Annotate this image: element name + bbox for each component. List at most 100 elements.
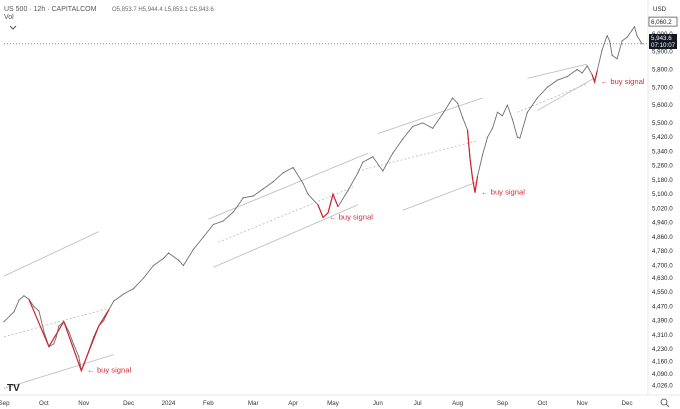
price-point [33, 305, 35, 308]
y-tick-label: 5,340.0 [652, 148, 673, 155]
channel-line [377, 97, 483, 134]
x-tick-label: 2024 [162, 400, 176, 407]
signal-segment [591, 71, 598, 85]
price-point [132, 288, 135, 290]
y-tick-label: 5,900.0 [652, 49, 673, 56]
price-point [616, 58, 618, 60]
channel-line [3, 231, 99, 277]
y-tick-label: 4,940.0 [652, 220, 673, 227]
price-point [232, 211, 234, 213]
tradingview-logo: TV [7, 383, 20, 394]
y-tick-label: 5,420.0 [652, 134, 673, 141]
ohlc-readout: O5,853.7 H5,944.4 L5,853.1 C5,943.6 [112, 7, 214, 13]
price-point [78, 355, 80, 357]
channel-line [402, 181, 478, 211]
price-point [621, 40, 623, 42]
price-point [55, 336, 57, 338]
price-point [611, 54, 613, 56]
y-tick-label: 4,630.0 [652, 275, 673, 282]
price-point [182, 264, 185, 267]
collapse-chevron-icon[interactable] [9, 25, 17, 30]
buy-signal-annotation: ← buy signal [87, 366, 131, 375]
y-tick-label: 4,026.0 [652, 383, 673, 390]
y-tick-label: 5,600.0 [652, 102, 673, 109]
y-tick-label: 4,860.0 [652, 234, 673, 241]
y-tick-label: 6,000.0 [652, 31, 673, 38]
signal-segment [28, 299, 110, 373]
channel-line [537, 76, 598, 111]
x-tick-label: Oct [537, 400, 547, 407]
price-point [451, 97, 454, 99]
x-tick-label: Nov [78, 400, 90, 407]
y-tick-label: 4,390.0 [652, 318, 673, 325]
y-tick-label: 4,310.0 [652, 332, 673, 339]
price-point [456, 102, 459, 104]
price-point [392, 152, 394, 154]
price-point [58, 325, 60, 327]
channel-line [527, 63, 588, 79]
price-point [38, 310, 40, 312]
y-tick-label: 4,550.0 [652, 289, 673, 296]
price-point [68, 330, 70, 333]
x-tick-label: Sep [497, 400, 509, 407]
channel-line [213, 204, 359, 268]
x-tick-label: Dec [622, 400, 633, 407]
price-point [516, 136, 518, 138]
high-price-label: 6,060.2 [651, 19, 672, 26]
price-point [586, 65, 588, 67]
price-point [282, 172, 284, 174]
symbol-title: US 500 · 12h · CAPITALCOM [4, 6, 97, 13]
buy-signal-annotation: ← buy signal [601, 77, 645, 86]
price-point [581, 72, 583, 74]
signal-segment [317, 192, 339, 219]
x-tick-label: Jun [373, 400, 384, 407]
price-point [609, 40, 611, 42]
price-point [307, 193, 309, 195]
currency-label: USD [653, 6, 667, 13]
countdown-label: 07:10:07 [651, 42, 676, 49]
price-point [262, 188, 264, 190]
channel-line [517, 83, 588, 113]
price-point [18, 299, 20, 301]
price-point [641, 43, 643, 45]
x-tick-label: Oct [39, 400, 49, 407]
price-point [302, 182, 304, 185]
price-point [357, 172, 359, 174]
price-point [142, 277, 145, 279]
price-axis[interactable] [647, 0, 680, 409]
price-point [506, 104, 509, 106]
y-tick-label: 4,230.0 [652, 346, 673, 353]
x-tick-label: Dec [123, 400, 134, 407]
high-price-tag [648, 16, 678, 27]
channel-line [357, 140, 478, 172]
price-point [546, 86, 548, 88]
x-tick-label: Nov [577, 400, 589, 407]
price-point [212, 223, 214, 226]
price-point [73, 344, 75, 346]
price-point [347, 190, 349, 192]
price-point [556, 79, 558, 81]
price-point [631, 29, 633, 31]
price-point [152, 264, 155, 267]
channel-line [3, 354, 114, 389]
price-point [252, 195, 254, 197]
price-point [536, 97, 538, 99]
price-point [292, 166, 294, 169]
price-point [576, 68, 578, 71]
price-point [491, 127, 494, 129]
price-point [222, 220, 224, 222]
channel-line [218, 186, 354, 243]
plot-area[interactable]: ← buy signal ← buy signal ← buy signal ← bu… [3, 26, 645, 389]
y-tick-label: 5,180.0 [652, 177, 673, 184]
price-point [13, 311, 15, 313]
price-point [601, 49, 603, 51]
zoom-icon[interactable] [660, 398, 670, 408]
price-point [526, 111, 528, 113]
price-point [486, 136, 489, 138]
y-tick-label: 4,700.0 [652, 262, 673, 269]
price-point [442, 113, 444, 115]
y-tick-label: 4,160.0 [652, 359, 673, 366]
current-price-tag: 5,943.6 07:10:07 [649, 34, 677, 49]
price-point [3, 321, 5, 323]
